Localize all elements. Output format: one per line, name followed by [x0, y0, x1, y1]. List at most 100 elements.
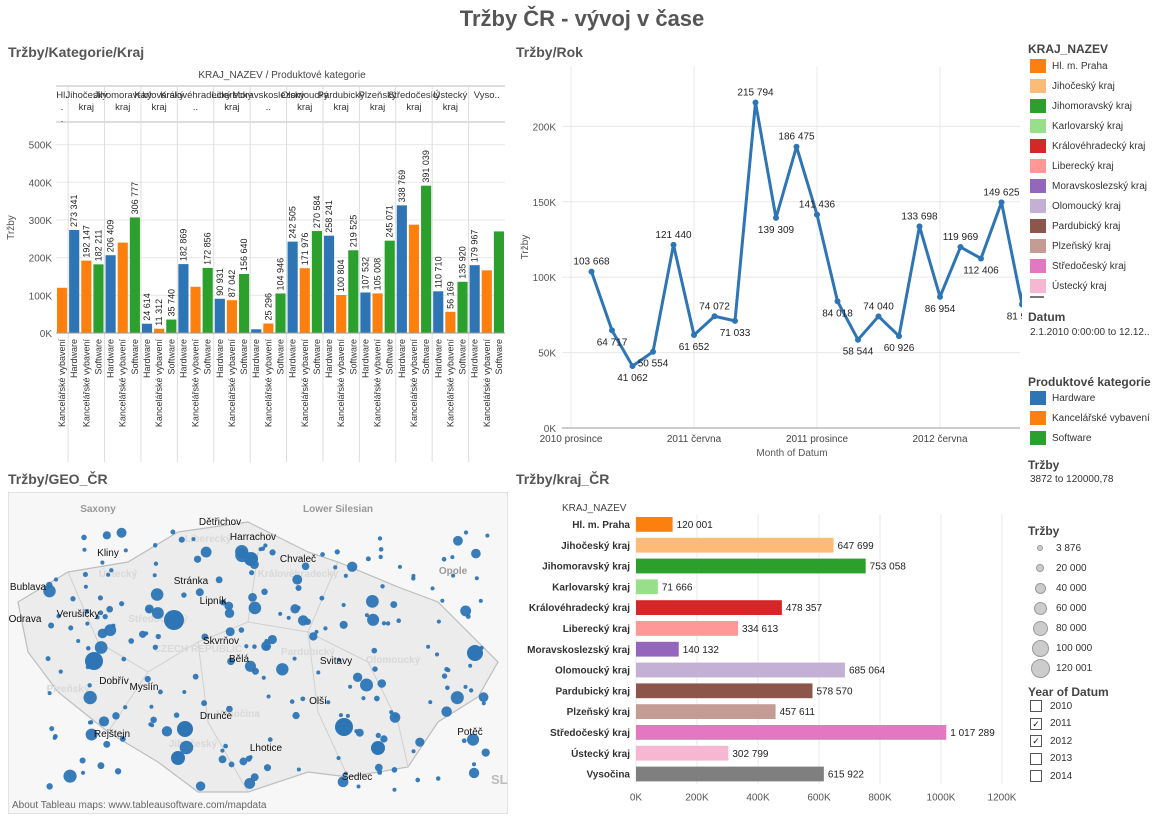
size-circle-icon [1030, 658, 1050, 678]
map-bubble [249, 570, 255, 576]
legend-kraj-item[interactable]: Středočeský kraj [1030, 258, 1126, 274]
map-bubble [289, 699, 295, 704]
bar-data-label: 182 869 [178, 229, 188, 262]
legend-swatch [1030, 99, 1046, 113]
region-border [197, 641, 249, 793]
group-header-label: .. [266, 102, 271, 113]
kategorie-bar-chart[interactable]: KRAJ_NAZEV / Produktové kategorie 0K 100K 2… [0, 62, 510, 462]
legend-kraj-item[interactable]: Ústecký kraj [1030, 278, 1106, 294]
checkbox-empty-icon[interactable] [1030, 752, 1042, 765]
legend-kraj-item[interactable]: Pardubický kraj [1030, 218, 1120, 234]
point-data-label: 215 794 [737, 88, 774, 99]
checkbox-empty-icon[interactable] [1030, 700, 1042, 712]
legend-kraj-label: Hl. m. Praha [1052, 60, 1108, 72]
legend-swatch [1030, 239, 1046, 253]
bar-kancelskvybaven [336, 295, 347, 333]
legend-kraj-item[interactable]: Olomoucký kraj [1030, 198, 1121, 214]
map-bubble [116, 527, 127, 538]
map-bubble [364, 613, 369, 618]
legend-kraj-item[interactable]: Hl. m. Praha [1030, 58, 1108, 74]
rok-line-chart[interactable]: 0K 50K 100K 150K 200K 2010 prosince 2011 červn… [512, 62, 1022, 462]
bar-software [129, 217, 140, 333]
bar-data-label: 242 505 [288, 206, 298, 239]
line-point [814, 211, 820, 218]
legend-kategorie-item[interactable]: Kancelářské vybavení [1030, 410, 1150, 426]
legend-kraj-item[interactable]: Královéhradecký kraj [1030, 138, 1145, 154]
legend-kraj-item[interactable]: Jihočeský kraj [1030, 78, 1115, 94]
kraj-bar [636, 600, 782, 615]
kraj-row-label: Karlovarský kraj [552, 582, 630, 593]
bar-data-label: 192 147 [81, 225, 91, 258]
line-point [793, 143, 800, 150]
x-category-label: Hardware [397, 339, 407, 378]
map-bubble [373, 695, 380, 702]
x-category-label: Software [276, 339, 286, 375]
y-tick-label: 200K [29, 254, 53, 265]
bar-hardware [69, 230, 80, 333]
legend-kraj-label: Ústecký kraj [1052, 280, 1107, 292]
legend-kraj-item[interactable]: Moravskoslezský kraj [1030, 178, 1147, 194]
x-category-label: Software [458, 339, 468, 375]
map-bubble [276, 663, 289, 676]
legend-kraj-item[interactable]: Jihomoravský kraj [1030, 98, 1132, 114]
checkbox-empty-icon[interactable] [1030, 770, 1042, 782]
map-region-label: Liberecký [185, 534, 232, 545]
x-category-label: Software [130, 339, 140, 375]
legend-size-label: 20 000 [1056, 562, 1087, 574]
year-filter-option[interactable]: 2010 [1030, 698, 1072, 714]
bar-data-label: 338 769 [397, 170, 407, 203]
group-header-label: kraj [370, 102, 385, 113]
kraj-header: KRAJ_NAZEV [562, 503, 627, 514]
bar-data-label: 90 931 [215, 268, 225, 296]
line-point [650, 348, 656, 355]
x-category-label: Kancelářské vybavení [227, 339, 237, 428]
map-region-label: Olomoucký [366, 655, 421, 666]
checkbox-checked-icon[interactable]: ✓ [1030, 717, 1042, 730]
geo-map[interactable]: Saxony Lower Silesian Opole Liberecký Ústeck… [8, 492, 508, 814]
map-bubble [228, 761, 235, 768]
legend-swatch [1030, 259, 1046, 273]
legend-kategorie-item[interactable]: Software [1030, 430, 1091, 446]
y-tick-label: 0K [544, 424, 557, 435]
map-bubble [215, 576, 223, 584]
x-tick-label: 2010 prosince [540, 434, 603, 445]
map-bubble [82, 547, 87, 552]
map-bubble-large [164, 610, 184, 630]
group-header-label: Moravskoslezský [232, 90, 305, 101]
legend-kraj-label: Jihočeský kraj [1052, 80, 1115, 92]
bar-software [384, 240, 395, 333]
kraj-hbar-chart[interactable]: KRAJ_NAZEV 0K 200K 400K 600K 800K 1000K 1200K Hl… [512, 492, 1022, 814]
year-filter-option[interactable]: 2014 [1030, 768, 1072, 784]
x-tick-label: 2011 června [667, 434, 722, 445]
legend-kraj-item[interactable]: Plzeňský kraj [1030, 238, 1111, 254]
map-bubble [446, 668, 451, 673]
kraj-bar-value: 71 666 [662, 582, 693, 593]
x-category-label: Kancelářské vybavení [81, 339, 91, 428]
map-bubble [323, 626, 328, 631]
x-tick-label: 400K [746, 792, 770, 803]
legend-kraj-item[interactable]: Liberecký kraj [1030, 158, 1114, 174]
legend-kraj-label: Pardubický kraj [1052, 220, 1121, 232]
map-bubble [367, 613, 380, 626]
point-data-label: 86 954 [925, 304, 956, 315]
year-filter-option[interactable]: 2013 [1030, 751, 1072, 767]
year-filter-option[interactable]: ✓ 2011 [1030, 716, 1072, 732]
x-tick-label: 1000K [927, 792, 956, 803]
group-header-label: Jihomoravský [94, 90, 152, 101]
legend-kategorie-item[interactable]: Hardware [1030, 390, 1095, 406]
line-point [957, 244, 964, 251]
map-city-label: Kliny [97, 548, 119, 559]
bar-kancelskvybaven [154, 328, 165, 333]
map-bubble [297, 615, 309, 626]
bar-kancelskvybaven [408, 224, 420, 333]
bar-data-label: 105 008 [373, 258, 383, 291]
legend-kraj-item[interactable]: Karlovarský kraj [1030, 118, 1123, 134]
map-bubble [109, 568, 114, 573]
line-point [875, 313, 882, 320]
map-bubble [106, 572, 111, 577]
checkbox-checked-icon[interactable]: ✓ [1030, 735, 1042, 747]
map-bubble [103, 740, 111, 748]
map-bubble [309, 632, 318, 641]
map-bubble [336, 756, 341, 761]
year-filter-option[interactable]: ✓ 2012 [1030, 733, 1072, 749]
